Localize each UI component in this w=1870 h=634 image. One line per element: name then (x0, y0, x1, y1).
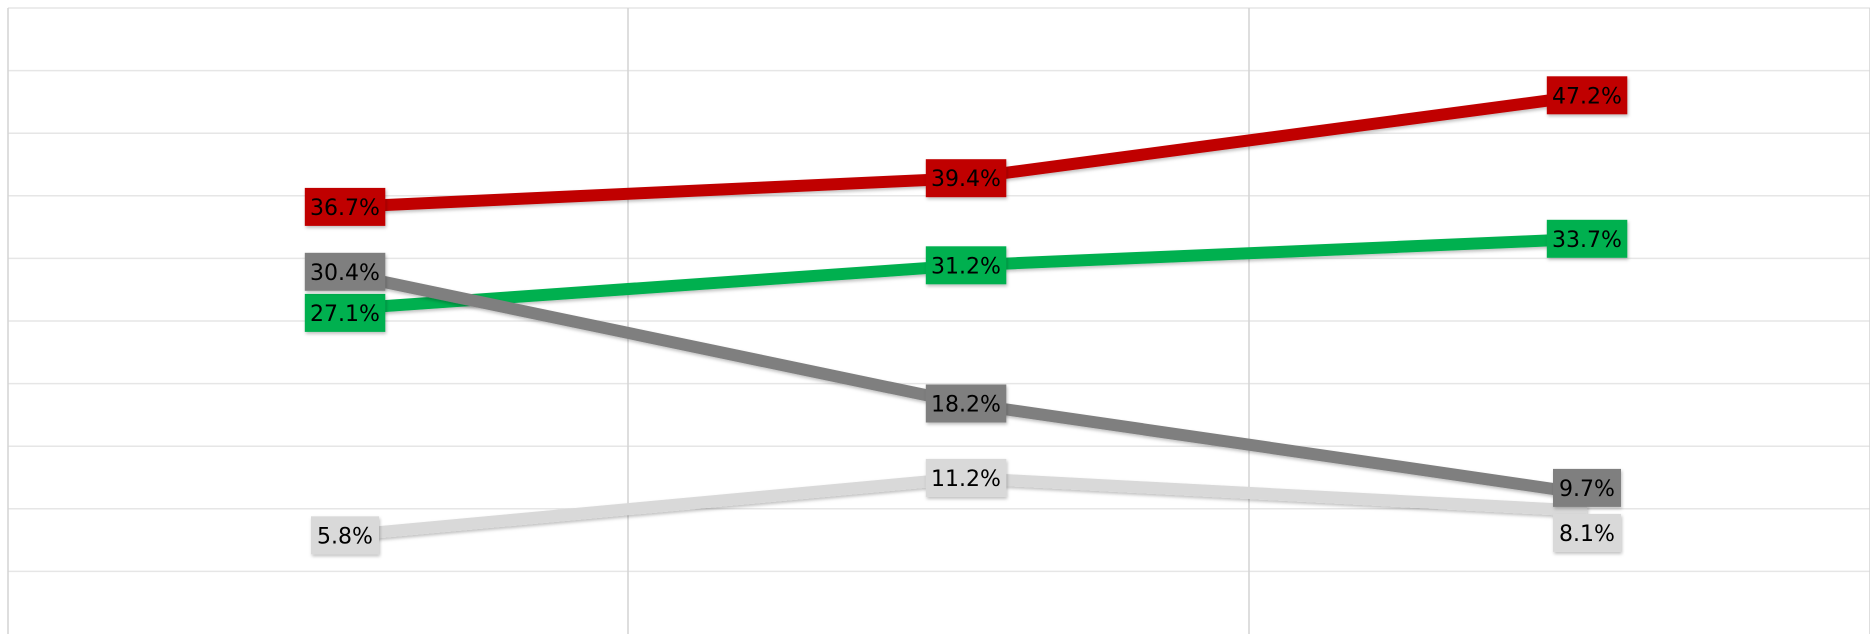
data-label-box (311, 516, 379, 555)
data-label-box (1546, 76, 1628, 115)
data-label-text: 11.2% (931, 467, 1001, 492)
data-label-text: 18.2% (931, 393, 1001, 418)
data-label-text: 39.4% (931, 167, 1001, 192)
data-label: 47.2% (1546, 76, 1628, 115)
data-label-text: 31.2% (931, 254, 1001, 279)
data-label: 33.7% (1546, 219, 1628, 258)
data-label: 18.2% (925, 384, 1007, 423)
data-label-box (304, 252, 386, 291)
data-label-text: 47.2% (1552, 84, 1622, 109)
data-label-text: 5.8% (317, 524, 373, 549)
data-label-box (925, 246, 1007, 285)
data-label-text: 36.7% (310, 196, 380, 221)
data-label-box (925, 458, 1007, 497)
data-label-box (304, 293, 386, 332)
data-label: 36.7% (304, 187, 386, 226)
data-label-box (925, 159, 1007, 198)
data-label-text: 30.4% (310, 261, 380, 286)
data-label: 11.2% (925, 458, 1007, 497)
data-label-box (304, 187, 386, 226)
data-label-text: 27.1% (310, 302, 380, 327)
data-label-box (925, 384, 1007, 423)
data-label-text: 9.7% (1559, 477, 1615, 502)
data-label: 9.7% (1553, 468, 1621, 507)
data-label: 30.4% (304, 252, 386, 291)
data-label-text: 8.1% (1559, 522, 1615, 547)
data-label-box (1546, 219, 1628, 258)
data-label-text: 33.7% (1552, 228, 1622, 253)
data-label: 39.4% (925, 159, 1007, 198)
data-label: 27.1% (304, 293, 386, 332)
data-labels: 5.8% 11.2% 8.1% 27.1% 31.2% 33.7% 30.4% 18.2% 9.… (304, 76, 1628, 555)
data-label: 5.8% (311, 516, 379, 555)
data-label-box (1553, 468, 1621, 507)
data-label: 31.2% (925, 246, 1007, 285)
data-label-box (1553, 513, 1621, 552)
data-label: 8.1% (1553, 513, 1621, 552)
vertical-gridlines (7, 8, 1870, 634)
